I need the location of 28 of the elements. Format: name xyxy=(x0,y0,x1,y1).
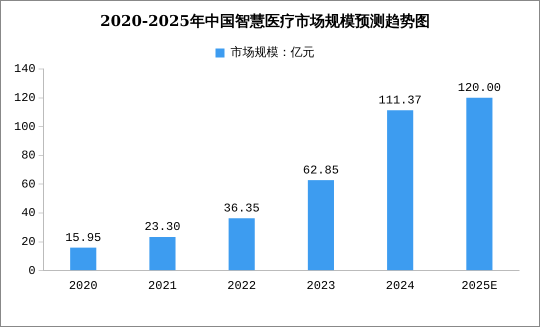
bar xyxy=(308,180,334,270)
y-tick-label: 40 xyxy=(21,206,36,220)
y-tick-label: 0 xyxy=(28,264,36,278)
data-label: 15.95 xyxy=(65,230,102,245)
x-tick-label: 2023 xyxy=(306,278,336,293)
y-tick-label: 80 xyxy=(21,148,36,163)
bar xyxy=(70,248,96,270)
x-tick-label: 2022 xyxy=(227,278,256,293)
y-tick-label: 120 xyxy=(14,90,36,105)
bar xyxy=(149,237,176,270)
y-tick-label: 100 xyxy=(14,120,36,134)
bar xyxy=(228,218,255,270)
data-label: 62.85 xyxy=(302,163,339,178)
x-tick-label: 2025E xyxy=(461,278,498,293)
legend-label: 市场规模：亿元 xyxy=(230,45,314,60)
y-tick-label: 20 xyxy=(21,234,36,249)
chart-title: 2020-2025年中国智慧医疗市场规模预测趋势图 xyxy=(100,12,430,30)
x-tick-label: 2020 xyxy=(68,278,98,293)
data-label: 120.00 xyxy=(458,80,501,95)
data-label: 23.30 xyxy=(144,220,180,234)
bar xyxy=(387,110,414,270)
x-tick-label: 2021 xyxy=(148,278,177,293)
y-tick-label: 140 xyxy=(14,62,36,76)
data-label: 111.37 xyxy=(378,93,422,108)
data-label: 36.35 xyxy=(224,201,260,216)
y-tick-label: 60 xyxy=(21,177,36,192)
bar xyxy=(466,98,492,270)
x-tick-label: 2024 xyxy=(386,278,415,293)
